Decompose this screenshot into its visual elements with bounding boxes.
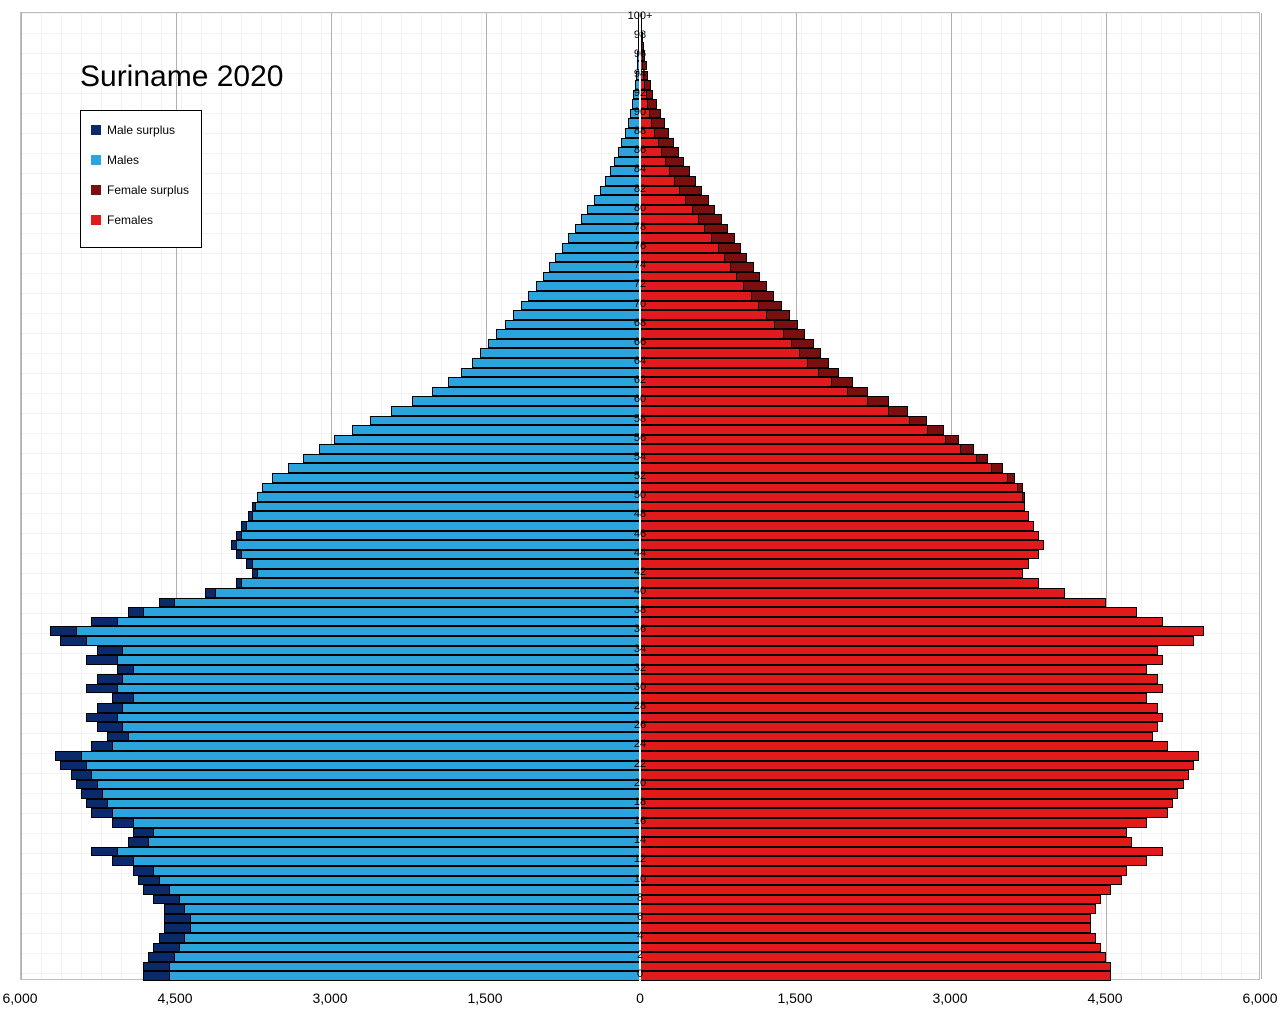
x-tick-label: 4,500 [157,990,192,1006]
x-tick-label: 0 [636,990,644,1006]
age-label: 80 [620,203,660,214]
age-label: 64 [620,356,660,367]
legend-item: Male surplus [91,123,189,137]
age-label: 36 [620,624,660,635]
age-label: 72 [620,279,660,290]
chart-title: Suriname 2020 [80,60,283,94]
age-label: 4 [620,931,660,942]
age-label: 18 [620,797,660,808]
x-tick-label: 3,000 [932,990,967,1006]
major-gridline [1261,13,1262,979]
legend-label: Male surplus [107,123,175,137]
x-tick-label: 1,500 [467,990,502,1006]
legend-swatch [91,155,101,165]
age-label: 28 [620,701,660,712]
age-label: 30 [620,682,660,693]
age-label: 88 [620,126,660,137]
age-label: 90 [620,107,660,118]
legend-swatch [91,125,101,135]
age-label: 76 [620,241,660,252]
age-label: 16 [620,816,660,827]
x-tick-label: 4,500 [1087,990,1122,1006]
age-label: 54 [620,452,660,463]
population-pyramid-chart: 0246810121416182022242628303234363840424… [0,0,1280,1028]
x-tick-label: 3,000 [312,990,347,1006]
age-label: 78 [620,222,660,233]
age-label: 46 [620,529,660,540]
age-label: 38 [620,605,660,616]
age-label: 34 [620,644,660,655]
age-label: 50 [620,490,660,501]
x-tick-label: 1,500 [777,990,812,1006]
age-label: 58 [620,414,660,425]
age-label: 70 [620,299,660,310]
age-label: 42 [620,567,660,578]
age-label: 98 [620,30,660,41]
age-label: 32 [620,663,660,674]
age-label: 2 [620,950,660,961]
age-label: 100+ [620,11,660,22]
age-label: 84 [620,164,660,175]
age-label: 8 [620,893,660,904]
age-label: 74 [620,260,660,271]
age-label: 10 [620,874,660,885]
legend-label: Female surplus [107,183,189,197]
age-label: 20 [620,778,660,789]
age-label: 82 [620,184,660,195]
legend-item: Females [91,213,189,227]
age-label: 66 [620,337,660,348]
legend-swatch [91,185,101,195]
age-labels-layer: 0246810121416182022242628303234363840424… [21,13,1259,979]
age-label: 68 [620,318,660,329]
x-tick-label: 6,000 [2,990,37,1006]
plot-area: 0246810121416182022242628303234363840424… [20,12,1260,980]
age-label: 92 [620,88,660,99]
age-label: 14 [620,835,660,846]
legend-label: Females [107,213,153,227]
age-label: 12 [620,854,660,865]
legend-label: Males [107,153,139,167]
legend: Male surplus Males Female surplus Females [80,110,202,248]
age-label: 96 [620,49,660,60]
age-label: 94 [620,69,660,80]
legend-item: Female surplus [91,183,189,197]
age-label: 40 [620,586,660,597]
age-label: 62 [620,375,660,386]
age-label: 6 [620,912,660,923]
age-label: 0 [620,969,660,980]
age-label: 48 [620,509,660,520]
legend-item: Males [91,153,189,167]
age-label: 24 [620,739,660,750]
age-label: 44 [620,548,660,559]
x-tick-label: 6,000 [1242,990,1277,1006]
age-label: 22 [620,759,660,770]
age-label: 52 [620,471,660,482]
age-label: 86 [620,145,660,156]
age-label: 26 [620,720,660,731]
legend-swatch [91,215,101,225]
age-label: 56 [620,433,660,444]
age-label: 60 [620,394,660,405]
